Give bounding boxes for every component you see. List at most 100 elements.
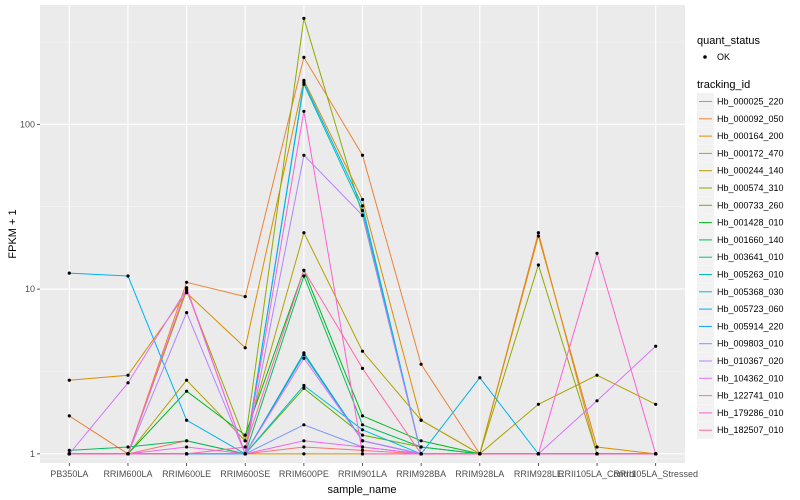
data-point xyxy=(302,356,306,360)
data-point xyxy=(360,439,365,443)
data-point xyxy=(185,286,189,290)
data-point xyxy=(478,452,482,456)
y-axis-title: FPKM + 1 xyxy=(7,209,19,258)
data-point xyxy=(536,402,541,406)
data-point xyxy=(302,16,306,20)
data-point xyxy=(302,386,306,390)
x-tick-label: RRIM600LE xyxy=(162,469,211,479)
data-point xyxy=(243,439,247,443)
data-point xyxy=(302,80,306,84)
data-point xyxy=(360,448,365,452)
x-tick-label: RRIM928LA xyxy=(455,469,504,479)
data-point xyxy=(185,291,189,295)
y-axis-ticks: 1 10 100 xyxy=(20,119,40,459)
data-point xyxy=(185,280,189,284)
shape-legend-title: quant_status xyxy=(697,35,760,47)
data-point xyxy=(360,428,365,432)
data-point xyxy=(126,452,130,456)
data-point xyxy=(67,378,71,382)
x-tick-label: PB350LA xyxy=(50,469,88,479)
legend-item-label: Hb_001660_140 xyxy=(717,235,784,245)
legend-item-label: Hb_001428_010 xyxy=(717,218,784,228)
legend-item-label: Hb_104362_010 xyxy=(717,373,784,383)
legend-item-label: Hb_003641_010 xyxy=(717,252,784,262)
y-tick-label: 1 xyxy=(30,449,35,459)
data-point xyxy=(536,263,541,267)
legend-item-label: Hb_179286_010 xyxy=(717,408,784,418)
data-point xyxy=(126,445,130,449)
data-point xyxy=(536,231,541,235)
data-point xyxy=(360,445,365,449)
data-point xyxy=(185,439,189,443)
x-axis-ticks: PB350LA RRIM600LA RRIM600LE RRIM600SE RRIM60… xyxy=(50,463,698,479)
data-point xyxy=(243,295,247,299)
data-point xyxy=(360,452,365,456)
data-point xyxy=(126,381,130,385)
legend-item-label: Hb_122741_010 xyxy=(717,391,784,401)
data-point xyxy=(654,402,658,406)
legend-item-label: Hb_000164_200 xyxy=(717,131,784,141)
series-points xyxy=(67,16,658,456)
x-tick-label: RRII105LA_Control xyxy=(558,469,636,479)
legend-item-label: Hb_182507_010 xyxy=(717,425,784,435)
data-point xyxy=(654,452,658,456)
data-point xyxy=(302,439,306,443)
data-point xyxy=(302,445,306,449)
data-point xyxy=(302,231,306,235)
data-point xyxy=(595,445,599,449)
y-tick-label: 10 xyxy=(25,284,35,294)
data-point xyxy=(419,418,423,422)
x-tick-label: RRIM928BA xyxy=(396,469,446,479)
data-point xyxy=(419,439,423,443)
data-point xyxy=(67,448,71,452)
data-point xyxy=(302,383,306,388)
data-point xyxy=(126,373,130,377)
data-point xyxy=(360,349,365,353)
data-point xyxy=(360,213,365,217)
x-tick-label: RRII105LA_Stressed xyxy=(613,469,698,479)
data-point xyxy=(243,452,247,456)
data-point xyxy=(595,373,599,377)
data-point xyxy=(67,271,71,275)
legend-item-label: OK xyxy=(717,52,730,62)
data-point xyxy=(419,452,423,456)
data-point xyxy=(185,418,189,422)
legend-item-label: Hb_000025_220 xyxy=(717,97,784,107)
x-tick-label: RRIM600SE xyxy=(220,469,270,479)
data-point xyxy=(185,452,189,456)
data-point xyxy=(595,399,599,403)
data-point xyxy=(243,346,247,350)
legend-key-point xyxy=(703,55,707,59)
x-tick-label: RRIM928LE xyxy=(514,469,563,479)
data-point xyxy=(302,55,306,60)
data-point xyxy=(302,423,306,427)
data-point xyxy=(360,366,365,370)
legend-item-label: Hb_000733_260 xyxy=(717,200,784,210)
data-point xyxy=(185,378,189,382)
legend-item-label: Hb_000244_140 xyxy=(717,166,784,176)
data-point xyxy=(478,376,482,380)
y-tick-label: 100 xyxy=(20,119,35,129)
x-tick-label: RRIM600LA xyxy=(103,469,152,479)
legend-item-label: Hb_000092_050 xyxy=(717,114,784,124)
x-axis-title: sample_name xyxy=(327,484,396,496)
data-point xyxy=(360,433,365,437)
data-point xyxy=(67,452,71,456)
data-point xyxy=(595,251,599,255)
legend: quant_status OK tracking_id Hb_000025_22… xyxy=(697,35,784,439)
data-point xyxy=(126,274,130,278)
color-legend-title: tracking_id xyxy=(697,79,750,91)
data-point xyxy=(302,274,306,278)
data-point xyxy=(185,311,189,315)
data-point xyxy=(360,208,365,213)
legend-item-label: Hb_010367_020 xyxy=(717,356,784,366)
data-point xyxy=(243,433,247,437)
legend-item-label: Hb_000172_470 xyxy=(717,148,784,158)
data-point xyxy=(360,197,365,202)
data-point xyxy=(360,153,365,157)
legend-item-label: Hb_005914_220 xyxy=(717,321,784,331)
data-point xyxy=(360,423,365,427)
data-point xyxy=(302,153,306,157)
data-point xyxy=(654,344,658,348)
